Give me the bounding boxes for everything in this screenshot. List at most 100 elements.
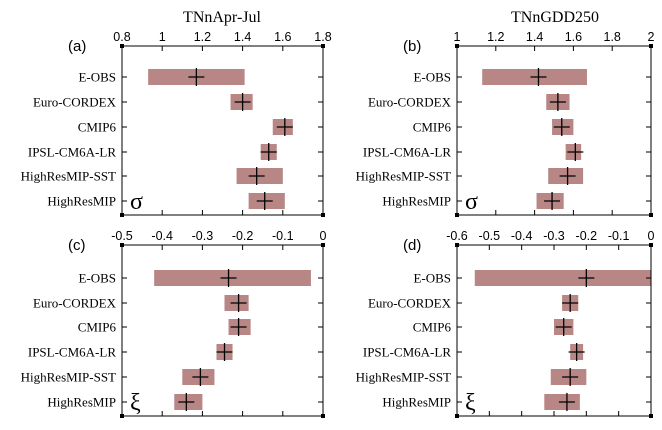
x-tick-label: 0 (648, 229, 655, 243)
parameter-symbol: σ (130, 189, 143, 215)
category-label: E-OBS (413, 70, 451, 85)
x-tick-label: 1.2 (194, 30, 211, 44)
x-tick-label: 1.8 (314, 30, 331, 44)
category-label: HighResMIP-SST (356, 370, 451, 385)
estimate-marker (568, 343, 585, 361)
estimate-marker (234, 93, 251, 111)
category-label: CMIP6 (78, 320, 117, 335)
estimate-marker (216, 343, 233, 361)
category-label: HighResMIP (47, 395, 116, 410)
x-tick-label: -0.6 (446, 229, 468, 243)
panel-frame (456, 45, 652, 216)
panel-0: 0.8 1 1.2 1.4 1.6 1.8 E-OBS Euro-CORDEX CMIP6 IPS… (21, 30, 332, 217)
category-label: HighResMIP (382, 395, 451, 410)
x-tick-label: -0.5 (479, 229, 501, 243)
x-tick-label: -0.1 (272, 229, 294, 243)
estimate-marker (530, 68, 547, 86)
x-tick-label: 1 (454, 30, 461, 44)
estimate-marker (188, 68, 205, 86)
category-label: Euro-CORDEX (33, 95, 117, 110)
corner-marker (649, 213, 653, 217)
estimate-marker (544, 192, 561, 210)
x-tick-label: 1.2 (487, 30, 504, 44)
x-tick-label: -0.1 (608, 229, 630, 243)
corner-marker (321, 243, 325, 247)
range-bar (474, 270, 651, 286)
estimate-marker (559, 167, 576, 185)
panel-frame (121, 45, 324, 216)
corner-marker (649, 414, 653, 418)
panel-label: (d) (403, 237, 421, 254)
x-tick-label: 0.8 (113, 30, 130, 44)
category-label: HighResMIP (382, 194, 451, 209)
estimate-marker (567, 143, 584, 161)
category-label: E-OBS (413, 271, 451, 286)
category-label: CMIP6 (78, 120, 117, 135)
estimate-marker (562, 294, 579, 312)
panel-frame (121, 244, 324, 417)
panel-grid: 0.8 1 1.2 1.4 1.6 1.8 E-OBS Euro-CORDEX CMIP6 IPS… (21, 30, 655, 418)
category-label: CMIP6 (413, 120, 452, 135)
category-label: IPSL-CM6A-LR (363, 345, 451, 360)
corner-marker (321, 213, 325, 217)
category-label: Euro-CORDEX (368, 95, 452, 110)
x-tick-label: 1.4 (234, 30, 251, 44)
column-title-left: TNnApr-Jul (183, 9, 261, 26)
corner-marker (455, 414, 459, 418)
x-tick-label: 1.4 (526, 30, 543, 44)
estimate-marker (248, 167, 265, 185)
estimate-marker (558, 393, 575, 411)
x-tick-label: 1.8 (604, 30, 621, 44)
corner-marker (455, 44, 459, 48)
panel-label: (a) (68, 38, 86, 55)
panel-label: (c) (68, 237, 86, 254)
category-label: E-OBS (78, 271, 116, 286)
category-label: IPSL-CM6A-LR (363, 145, 451, 160)
category-label: HighResMIP-SST (21, 169, 116, 184)
x-tick-label: -0.3 (543, 229, 565, 243)
estimate-marker (276, 118, 293, 136)
x-tick-label: 1 (159, 30, 166, 44)
x-tick-label: 1.6 (274, 30, 291, 44)
category-label: CMIP6 (413, 320, 452, 335)
column-title-right: TNnGDD250 (511, 9, 599, 26)
category-label: IPSL-CM6A-LR (28, 345, 116, 360)
panel-label: (b) (403, 38, 421, 55)
x-tick-label: -0.4 (151, 229, 173, 243)
panel-3: -0.6 -0.5 -0.4 -0.3 -0.2 -0.1 0 E-OBS Euro-CORDE… (356, 229, 655, 418)
estimate-marker (553, 118, 570, 136)
corner-marker (649, 44, 653, 48)
estimate-marker (260, 143, 277, 161)
x-tick-label: -0.3 (192, 229, 214, 243)
estimate-marker (256, 192, 273, 210)
corner-marker (120, 44, 124, 48)
corner-marker (120, 243, 124, 247)
x-tick-label: 1.6 (565, 30, 582, 44)
category-label: Euro-CORDEX (33, 296, 117, 311)
category-label: E-OBS (78, 70, 116, 85)
category-label: Euro-CORDEX (368, 296, 452, 311)
estimate-marker (555, 318, 572, 336)
x-tick-label: -0.2 (232, 229, 254, 243)
x-tick-label: -0.4 (511, 229, 533, 243)
category-label: HighResMIP (47, 194, 116, 209)
parameter-symbol: ξ (130, 390, 141, 416)
x-tick-label: 0 (320, 229, 327, 243)
estimate-marker (230, 294, 247, 312)
estimate-marker (578, 269, 595, 287)
corner-marker (455, 213, 459, 217)
corner-marker (120, 414, 124, 418)
estimate-marker (562, 368, 579, 386)
estimate-marker (230, 318, 247, 336)
panel-2: -0.5 -0.4 -0.3 -0.2 -0.1 0 E-OBS Euro-CORDEX CMI… (21, 229, 327, 418)
category-label: HighResMIP-SST (356, 169, 451, 184)
category-label: HighResMIP-SST (21, 370, 116, 385)
estimate-marker (178, 393, 195, 411)
parameter-symbol: ξ (465, 390, 476, 416)
corner-marker (455, 243, 459, 247)
x-tick-label: -0.2 (576, 229, 598, 243)
panel-1: 1 1.2 1.4 1.6 1.8 2 E-OBS Euro-CORDEX CMIP6 IPSL-… (356, 30, 655, 217)
estimate-marker (192, 368, 209, 386)
estimate-marker (220, 269, 237, 287)
